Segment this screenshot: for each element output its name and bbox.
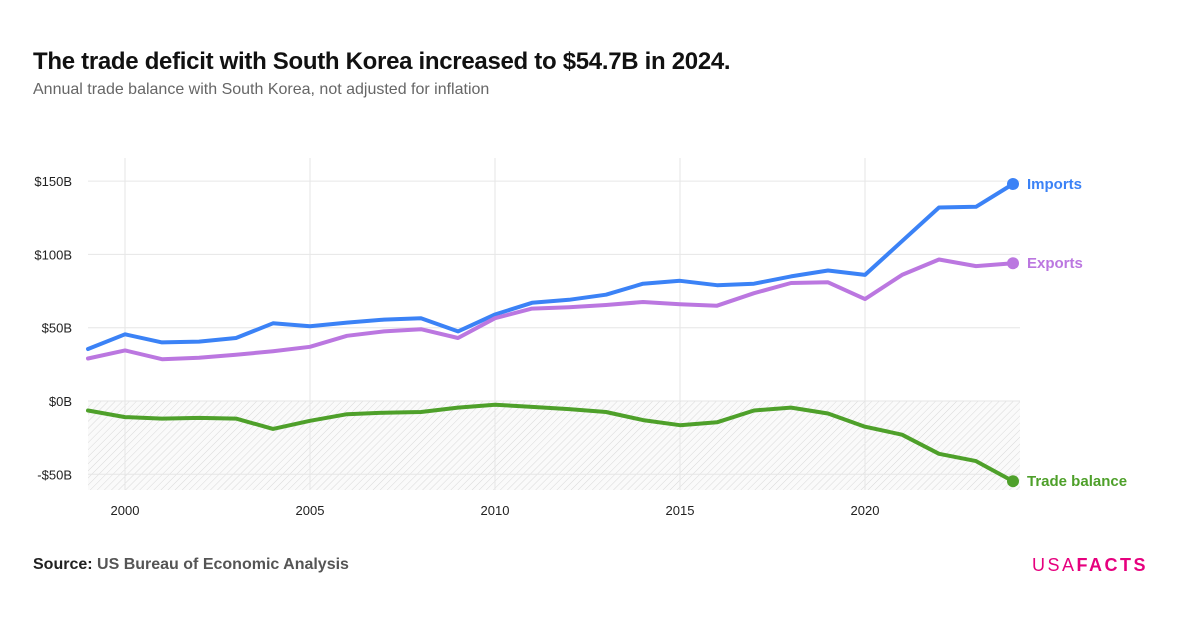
balance-line (86, 402, 1015, 484)
x-tick-label-2010: 2010 (481, 503, 510, 518)
exports-line (86, 257, 1015, 362)
y-tick-label-2: $50B (42, 321, 72, 336)
x-tick-label-2020: 2020 (851, 503, 880, 518)
y-tick-label-3: $100B (34, 247, 72, 262)
x-tick-label-2000: 2000 (111, 503, 140, 518)
imports-legend-label: Imports (1027, 176, 1082, 193)
y-tick-label-4: $150B (34, 174, 72, 189)
logo-facts-text: FACTS (1076, 555, 1148, 575)
y-tick-label-0: -$50B (37, 467, 72, 482)
exports-legend-label: Exports (1027, 255, 1083, 272)
imports-end-marker (1007, 178, 1019, 191)
usafacts-logo: USAFACTS (1032, 555, 1148, 576)
balance-legend-label: Trade balance (1027, 473, 1127, 490)
balance-end-marker (1007, 475, 1019, 488)
source-note: Source: US Bureau of Economic Analysis (33, 556, 349, 574)
logo-usa-text: USA (1031, 555, 1077, 575)
exports-end-marker (1007, 257, 1019, 270)
deficit-hatched-area (88, 401, 1020, 490)
imports-line (86, 182, 1015, 351)
x-tick-label-2015: 2015 (666, 503, 695, 518)
source-name: US Bureau of Economic Analysis (97, 556, 349, 573)
source-label: Source: (33, 556, 93, 573)
page-title: The trade deficit with South Korea incre… (33, 48, 731, 75)
x-tick-label-2005: 2005 (296, 503, 325, 518)
y-tick-label-1: $0B (49, 394, 72, 409)
page-subtitle: Annual trade balance with South Korea, n… (33, 81, 490, 98)
